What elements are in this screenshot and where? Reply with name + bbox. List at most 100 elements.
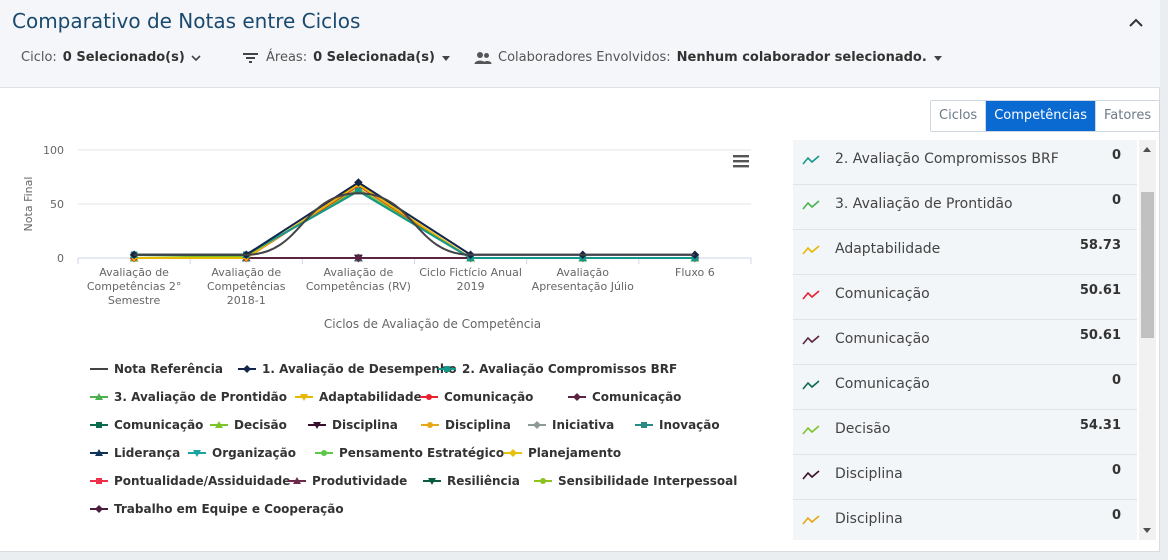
y-axis-title: Nota Final <box>22 177 35 232</box>
areas-filter-value: 0 Selecionada(s) <box>313 50 435 65</box>
list-item-label: Decisão <box>835 421 891 437</box>
legend-item[interactable]: Iniciativa <box>528 418 614 432</box>
legend-marker <box>293 477 301 484</box>
list-item[interactable]: 2. Avaliação Compromissos BRF 0 <box>793 140 1137 185</box>
legend-item[interactable]: Planejamento <box>504 446 621 460</box>
legend-label: Iniciativa <box>552 418 615 432</box>
tab-ciclos[interactable]: Ciclos <box>931 101 987 131</box>
y-tick-label: 50 <box>50 198 64 211</box>
legend-marker <box>444 366 450 372</box>
legend-item[interactable]: Organização <box>188 446 296 460</box>
x-tick-label: Avaliação de Competências (RV) <box>306 266 411 293</box>
areas-filter[interactable]: Áreas: 0 Selecionada(s) <box>242 50 451 65</box>
legend-item[interactable]: 3. Avaliação de Prontidão <box>90 390 287 404</box>
legend-symbol-icon <box>90 393 108 400</box>
legend-label: Decisão <box>234 418 287 432</box>
list-item[interactable]: Comunicação 0 <box>793 365 1137 410</box>
legend-label: Produtividade <box>312 474 408 488</box>
legend-symbol-icon <box>534 478 552 484</box>
x-tick-label: Avaliação de Competências 2° Semestre <box>87 266 182 307</box>
legend-label: Sensibilidade Interpessoal <box>558 474 738 488</box>
scroll-down-icon[interactable] <box>1143 528 1151 533</box>
list-item[interactable]: 3. Avaliação de Prontidão 0 <box>793 185 1137 230</box>
legend-marker <box>96 422 102 428</box>
legend-item[interactable]: Decisão <box>210 418 287 432</box>
legend-symbol-icon <box>635 422 653 428</box>
trend-line-icon <box>802 335 820 345</box>
list-item-value: 58.73 <box>1079 238 1121 253</box>
legend-symbol-icon <box>238 365 256 373</box>
list-item[interactable]: Decisão 54.31 <box>793 410 1137 455</box>
cycle-filter[interactable]: Ciclo: 0 Selecionado(s) <box>21 50 201 65</box>
legend-marker <box>95 393 103 400</box>
legend-item[interactable]: Disciplina <box>421 418 511 432</box>
legend-symbol-icon <box>288 477 306 484</box>
collaborators-filter[interactable]: Colaboradores Envolvidos: Nenhum colabor… <box>474 50 943 65</box>
series-line[interactable] <box>134 183 695 259</box>
trend-line-icon <box>802 290 820 300</box>
legend-item[interactable]: Disciplina <box>308 418 398 432</box>
list-item-value: 50.61 <box>1079 283 1121 298</box>
tab-competencias[interactable]: Competências <box>986 101 1096 131</box>
legend-item[interactable]: 2. Avaliação Compromissos BRF <box>438 362 677 376</box>
legend-item[interactable]: Comunicação <box>420 390 533 404</box>
tab-fatores[interactable]: Fatores <box>1095 101 1160 131</box>
cycle-filter-label: Ciclo: <box>21 50 57 65</box>
legend-symbol-icon <box>188 450 206 457</box>
view-tabs: Ciclos Competências Fatores <box>930 100 1161 132</box>
legend-marker <box>509 449 517 457</box>
legend-symbol-icon <box>295 394 313 401</box>
panel-header: Comparativo de Notas entre Ciclos Ciclo:… <box>0 0 1160 88</box>
legend-label: Comunicação <box>114 418 204 432</box>
legend-item[interactable]: Produtividade <box>288 474 407 488</box>
caret-down-icon <box>933 55 942 61</box>
legend-item[interactable]: Comunicação <box>568 390 681 404</box>
legend-symbol-icon <box>210 421 228 428</box>
legend-item[interactable]: Comunicação <box>90 418 203 432</box>
series-line[interactable] <box>134 192 695 256</box>
legend-item[interactable]: Resiliência <box>423 474 520 488</box>
comparison-panel: Comparativo de Notas entre Ciclos Ciclo:… <box>0 0 1161 552</box>
list-scrollbar[interactable] <box>1139 140 1156 540</box>
list-item-label: Comunicação <box>835 331 930 347</box>
legend-label: Comunicação <box>592 390 682 404</box>
scrollbar-thumb[interactable] <box>1141 192 1154 338</box>
list-item-value: 0 <box>1111 148 1121 163</box>
legend-marker <box>193 450 201 457</box>
legend-marker <box>313 422 321 429</box>
list-item[interactable]: Disciplina 0 <box>793 500 1137 540</box>
filter-icon <box>243 52 258 63</box>
series-line[interactable] <box>134 181 695 256</box>
legend-item[interactable]: Sensibilidade Interpessoal <box>534 474 737 488</box>
legend-label: Disciplina <box>445 418 511 432</box>
legend-marker <box>300 394 308 401</box>
legend-item[interactable]: Trabalho em Equipe e Cooperação <box>90 502 344 516</box>
list-item[interactable]: Adaptabilidade 58.73 <box>793 230 1137 275</box>
legend-symbol-icon <box>90 478 108 484</box>
legend-item[interactable]: Inovação <box>635 418 720 432</box>
areas-filter-label: Áreas: <box>266 50 308 65</box>
list-item-value: 50.61 <box>1079 328 1121 343</box>
chevron-up-icon[interactable] <box>1127 14 1145 32</box>
legend-item[interactable]: Pontualidade/Assiduidade <box>90 474 290 488</box>
list-item[interactable]: Disciplina 0 <box>793 455 1137 500</box>
trend-line-icon <box>802 470 820 480</box>
legend-symbol-icon <box>528 421 546 429</box>
legend-marker <box>426 394 432 400</box>
list-item[interactable]: Comunicação 50.61 <box>793 275 1137 320</box>
scroll-up-icon[interactable] <box>1143 147 1151 152</box>
legend-marker <box>96 478 102 484</box>
legend-item[interactable]: Pensamento Estratégico <box>315 446 504 460</box>
data-point <box>354 253 363 263</box>
legend-item[interactable]: Adaptabilidade <box>295 390 422 404</box>
list-item[interactable]: Comunicação 50.61 <box>793 320 1137 365</box>
legend-label: Pensamento Estratégico <box>339 446 505 460</box>
collaborators-filter-label: Colaboradores Envolvidos: <box>498 50 671 65</box>
legend-item[interactable]: Nota Referência <box>90 362 223 376</box>
legend-item[interactable]: Liderança <box>90 446 180 460</box>
legend-marker <box>427 422 433 428</box>
x-axis-title: Ciclos de Avaliação de Competência <box>324 317 541 331</box>
legend-label: 2. Avaliação Compromissos BRF <box>462 362 678 376</box>
chart-menu-icon[interactable] <box>731 153 751 169</box>
legend-item[interactable]: 1. Avaliação de Desempenho <box>238 362 457 376</box>
